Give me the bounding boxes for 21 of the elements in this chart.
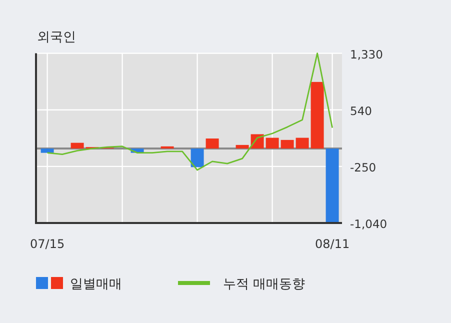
bar [310,82,324,149]
y-tick-label: 1,330 [350,47,383,62]
line-series [46,52,333,171]
y-tick-label: 540 [350,104,372,118]
x-tick-label: 08/11 [315,237,350,251]
legend-label: 일별매매 [70,277,122,292]
bar [236,144,249,149]
bar [280,140,294,149]
chart-title: 외국인 [37,30,76,45]
bar [266,138,279,149]
x-tick-label: 07/15 [30,237,65,251]
bar [190,148,204,168]
bar [326,148,339,223]
y-tick-label: -1,040 [350,217,388,231]
bar [160,146,174,149]
legend-label: 누적 매매동향 [223,277,306,292]
bar [70,142,84,149]
bar [40,148,54,153]
y-tick-label: -250 [350,160,376,174]
bar [206,138,219,149]
bar [296,138,309,149]
